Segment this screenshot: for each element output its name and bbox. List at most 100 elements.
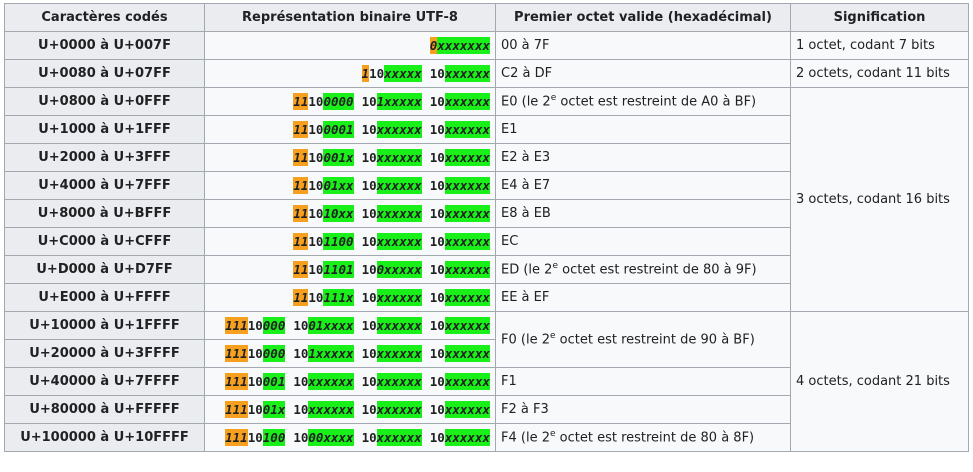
first-byte-text: E2 à E3 bbox=[501, 150, 551, 165]
utf8-byte: 11101100 bbox=[293, 233, 354, 250]
first-byte-cell: C2 à DF bbox=[495, 59, 791, 88]
first-byte-text: F4 (le 2 bbox=[501, 430, 550, 446]
utf8-byte: 110xxxxx bbox=[361, 65, 422, 82]
binary-cell: 11100000 101xxxxx 10xxxxxx bbox=[204, 87, 496, 116]
payload-bits: 1101 bbox=[323, 261, 354, 278]
fixed-bits: 10 bbox=[429, 318, 445, 333]
first-byte-text: C2 à DF bbox=[501, 66, 553, 81]
payload-bits: xxxxxx bbox=[376, 205, 422, 222]
payload-bits: xxxxxx bbox=[444, 65, 490, 82]
payload-bits: xxxxxx bbox=[376, 289, 422, 306]
meaning-cell: 2 octets, codant 11 bits bbox=[790, 59, 969, 88]
range-cell: U+0000 à U+007F bbox=[4, 31, 205, 60]
lead-bits: 11 bbox=[293, 261, 309, 278]
fixed-bits: 10 bbox=[247, 402, 263, 417]
fixed-bits: 10 bbox=[361, 234, 377, 249]
table-row: U+20000 à U+3FFFF 11110000 101xxxxx 10xxxx… bbox=[4, 339, 969, 368]
utf8-byte: 10xxxxxx bbox=[429, 373, 490, 390]
header-chars: Caractères codés bbox=[4, 3, 205, 32]
payload-bits: xxxxxx bbox=[444, 373, 490, 390]
range-cell: U+8000 à U+BFFF bbox=[4, 199, 205, 228]
lead-bits: 11 bbox=[293, 149, 309, 166]
first-byte-text: F2 à F3 bbox=[501, 402, 549, 417]
first-byte-cell: F2 à F3 bbox=[495, 395, 791, 424]
utf8-byte: 11101101 bbox=[293, 261, 354, 278]
payload-bits: xxxxxx bbox=[376, 317, 422, 334]
meaning-cell: 3 octets, codant 16 bits bbox=[790, 87, 969, 312]
utf8-byte: 10xxxxxx bbox=[429, 93, 490, 110]
fixed-bits: 10 bbox=[308, 262, 324, 277]
utf8-byte: 100xxxxx bbox=[362, 261, 422, 278]
table-row: U+4000 à U+7FFF 111001xx 10xxxxxx 10xxxxxx… bbox=[4, 171, 969, 200]
first-byte-text: EC bbox=[501, 234, 519, 249]
payload-bits: 000 bbox=[262, 317, 286, 334]
binary-cell: 11110000 1001xxxx 10xxxxxx 10xxxxxx bbox=[204, 311, 496, 340]
binary-cell: 11101100 10xxxxxx 10xxxxxx bbox=[204, 227, 496, 256]
lead-bits: 0 bbox=[429, 37, 438, 54]
fixed-bits: 10 bbox=[429, 430, 445, 445]
payload-bits: xxxxxx bbox=[444, 401, 490, 418]
fixed-bits: 10 bbox=[308, 94, 324, 109]
utf8-byte: 10xxxxxx bbox=[430, 401, 490, 418]
payload-bits: 1xxxxx bbox=[308, 345, 354, 362]
utf8-byte: 10xxxxxx bbox=[430, 261, 490, 278]
binary-cell: 111001xx 10xxxxxx 10xxxxxx bbox=[204, 171, 496, 200]
utf8-byte: 10xxxxxx bbox=[430, 121, 490, 138]
binary-cell: 1111001x 10xxxxxx 10xxxxxx 10xxxxxx bbox=[204, 395, 496, 424]
fixed-bits: 10 bbox=[308, 234, 324, 249]
first-byte-text: EE à EF bbox=[501, 290, 550, 305]
lead-bits: 111 bbox=[225, 345, 248, 362]
fixed-bits: 10 bbox=[429, 94, 445, 109]
fixed-bits: 10 bbox=[429, 374, 445, 389]
utf8-byte: 10xxxxxx bbox=[362, 177, 422, 194]
first-byte-text: 00 à 7F bbox=[501, 38, 550, 53]
range-cell: U+20000 à U+3FFFF bbox=[4, 339, 205, 368]
lead-bits: 11 bbox=[293, 205, 309, 222]
payload-bits: xxxxxx bbox=[376, 149, 422, 166]
fixed-bits: 10 bbox=[429, 234, 445, 249]
fixed-bits: 10 bbox=[247, 346, 263, 361]
payload-bits: xxxxxx bbox=[444, 345, 490, 362]
payload-bits: xxxxxx bbox=[376, 345, 422, 362]
fixed-bits: 10 bbox=[429, 206, 445, 221]
utf8-byte: 10xxxxxx bbox=[430, 345, 490, 362]
utf8-byte: 111001xx bbox=[293, 177, 354, 194]
range-cell: U+100000 à U+10FFFF bbox=[4, 423, 205, 452]
utf8-byte: 10xxxxxx bbox=[293, 401, 354, 418]
payload-bits: 0001 bbox=[323, 121, 354, 138]
fixed-bits: 10 bbox=[293, 402, 309, 417]
utf8-byte: 1000xxxx bbox=[293, 429, 354, 446]
table-row: U+0080 à U+07FF 110xxxxx 10xxxxxx C2 à DF… bbox=[4, 59, 969, 88]
first-byte-text: ED (le 2 bbox=[501, 262, 553, 278]
payload-bits: 0xxxxx bbox=[376, 261, 422, 278]
fixed-bits: 10 bbox=[361, 318, 377, 333]
fixed-bits: 10 bbox=[361, 94, 377, 109]
utf8-byte: 11110000 bbox=[225, 345, 286, 362]
fixed-bits: 10 bbox=[247, 374, 263, 389]
binary-cell: 0xxxxxxx bbox=[204, 31, 496, 60]
utf8-byte: 1111001x bbox=[225, 401, 286, 418]
meaning-cell: 4 octets, codant 21 bits bbox=[790, 311, 969, 452]
header-binary: Représentation binaire UTF-8 bbox=[204, 3, 496, 32]
payload-bits: 000 bbox=[262, 345, 286, 362]
utf8-byte: 10xxxxxx bbox=[361, 149, 422, 166]
utf8-byte: 10xxxxxx bbox=[362, 205, 422, 222]
fixed-bits: 10 bbox=[369, 66, 385, 81]
payload-bits: 001x bbox=[323, 149, 354, 166]
fixed-bits: 10 bbox=[361, 150, 377, 165]
payload-bits: xxxxxxx bbox=[437, 37, 490, 54]
lead-bits: 111 bbox=[225, 317, 248, 334]
payload-bits: xxxxxx bbox=[376, 233, 422, 250]
table-row: U+2000 à U+3FFF 1110001x 10xxxxxx 10xxxxxx… bbox=[4, 143, 969, 172]
fixed-bits: 10 bbox=[361, 346, 377, 361]
lead-bits: 111 bbox=[225, 429, 248, 446]
payload-bits: 01xx bbox=[323, 177, 354, 194]
utf8-byte: 10xxxxxx bbox=[361, 317, 422, 334]
header-first-byte: Premier octet valide (hexadécimal) bbox=[495, 3, 791, 32]
first-byte-note: octet est restreint de A0 à BF) bbox=[556, 94, 757, 110]
fixed-bits: 10 bbox=[293, 318, 309, 333]
payload-bits: xxxxxx bbox=[376, 429, 422, 446]
first-byte-text: F0 (le 2 bbox=[501, 332, 550, 348]
range-cell: U+10000 à U+1FFFF bbox=[4, 311, 205, 340]
first-byte-cell: F4 (le 2e octet est restreint de 80 à 8F… bbox=[495, 423, 791, 452]
